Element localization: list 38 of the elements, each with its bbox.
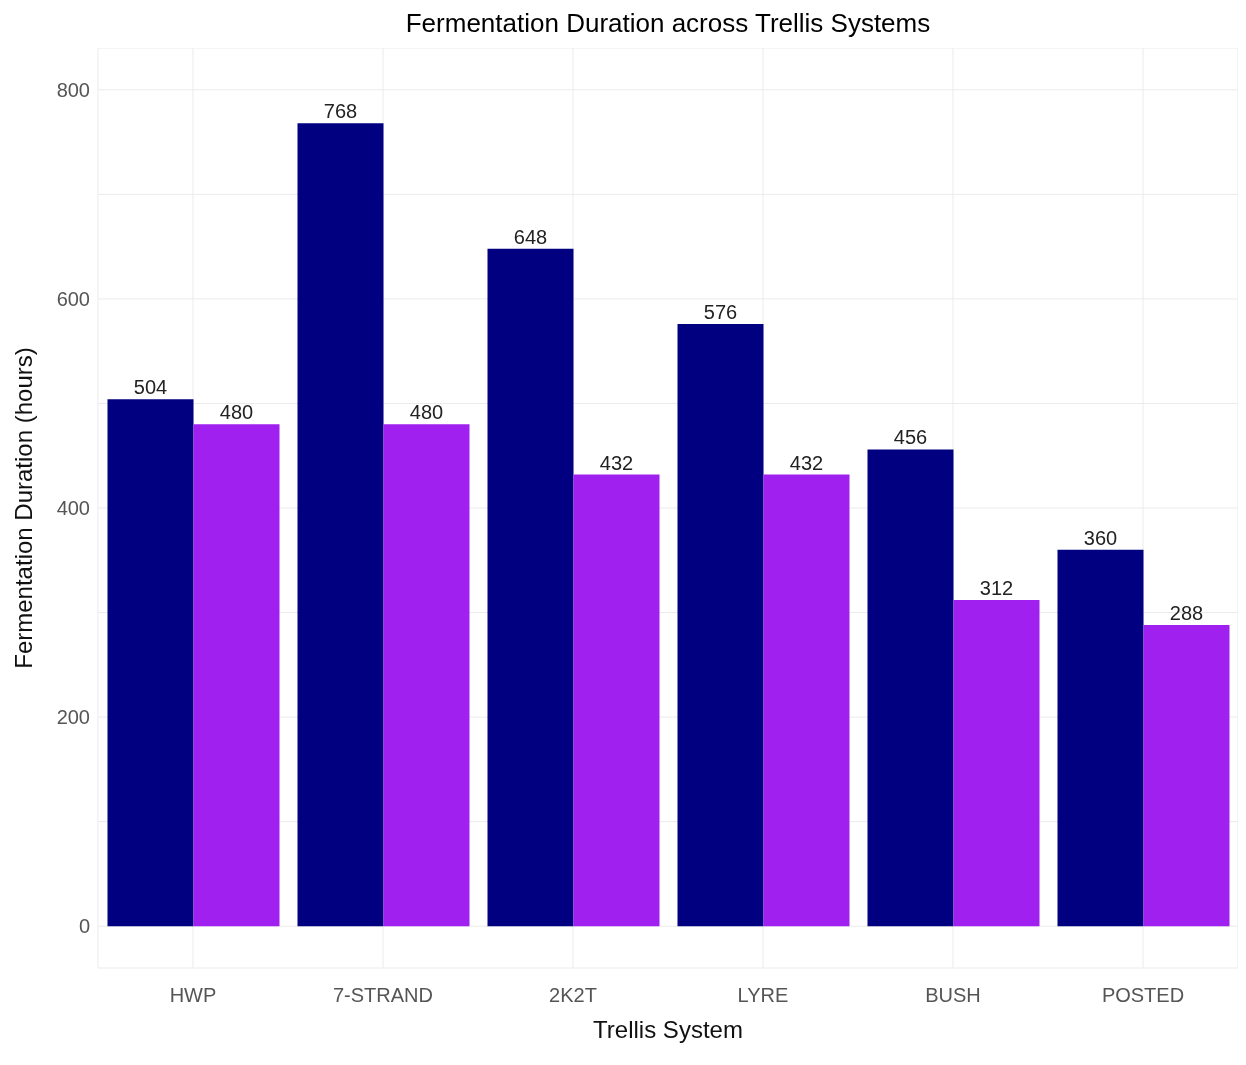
y-axis-title: Fermentation Duration (hours) xyxy=(9,347,37,669)
data-label: 504 xyxy=(133,376,168,399)
data-label: 768 xyxy=(323,100,358,123)
y-tick-label: 400 xyxy=(56,497,90,520)
x-tick-label: HWP xyxy=(169,984,217,1007)
bar xyxy=(193,424,280,927)
bar xyxy=(383,424,470,927)
data-label: 480 xyxy=(219,401,254,424)
bar xyxy=(867,449,954,927)
x-tick-label: BUSH xyxy=(925,984,981,1007)
data-label: 648 xyxy=(513,225,548,248)
bar xyxy=(107,399,194,927)
bar xyxy=(1143,625,1230,927)
data-label: 432 xyxy=(789,451,824,474)
y-tick-label: 600 xyxy=(56,288,90,311)
data-label: 288 xyxy=(1169,602,1204,625)
data-label: 576 xyxy=(703,301,738,323)
x-tick-label: 2K2T xyxy=(549,984,597,1007)
bar xyxy=(297,123,384,927)
bar xyxy=(763,474,850,927)
bar xyxy=(573,474,660,927)
data-label: 360 xyxy=(1083,526,1118,549)
bar xyxy=(953,600,1040,927)
y-tick-label: 200 xyxy=(56,706,90,729)
data-label: 312 xyxy=(979,577,1014,599)
y-tick-label: 0 xyxy=(78,915,90,938)
x-tick-label: LYRE xyxy=(737,984,789,1007)
chart-title: Fermentation Duration across Trellis Systems xyxy=(404,8,932,40)
data-label: 456 xyxy=(893,426,928,449)
x-tick-label: POSTED xyxy=(1101,984,1185,1007)
bar xyxy=(677,324,764,927)
bar xyxy=(487,248,574,927)
x-tick-label: 7-STRAND xyxy=(332,984,434,1007)
data-label: 480 xyxy=(409,401,444,424)
x-axis-title: Trellis System xyxy=(593,1016,743,1043)
data-label: 432 xyxy=(599,451,634,474)
y-tick-label: 800 xyxy=(56,78,90,101)
bar xyxy=(1057,549,1144,927)
